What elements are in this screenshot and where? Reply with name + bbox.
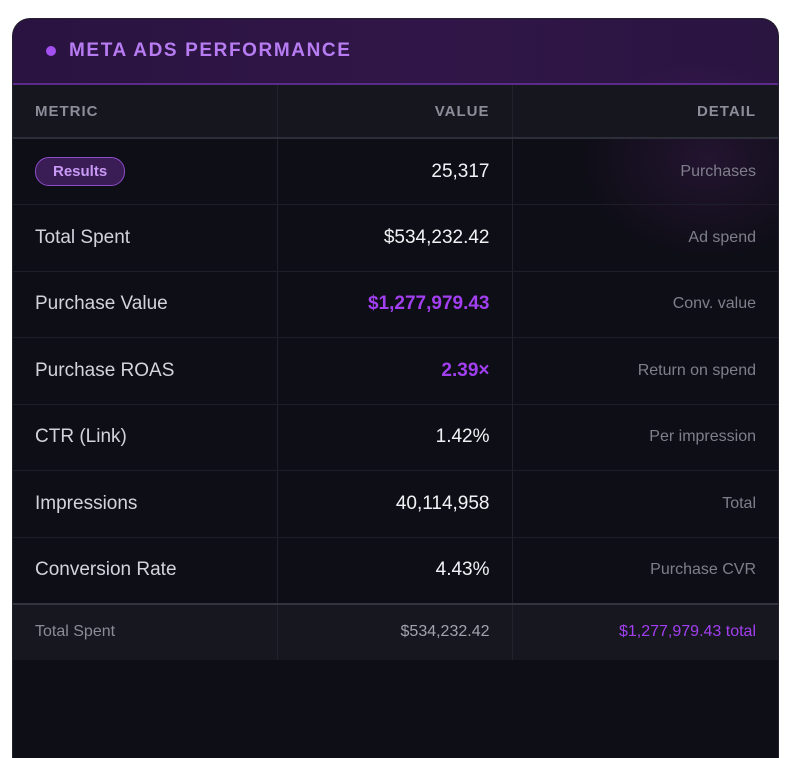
column-header-value: VALUE bbox=[277, 85, 513, 139]
detail-cell: Return on spend bbox=[512, 337, 778, 405]
table-row-impressions: Impressions 40,114,958 Total bbox=[13, 470, 778, 538]
panel-title: META ADS PERFORMANCE bbox=[69, 40, 352, 61]
detail-cell: Purchases bbox=[512, 138, 778, 205]
column-header-metric: METRIC bbox=[13, 85, 278, 139]
footer-detail-cell: $1,277,979.43 total bbox=[512, 602, 778, 660]
meta-ads-performance-panel: META ADS PERFORMANCE METRIC VALUE DETAIL… bbox=[12, 18, 779, 758]
table-row-results: Results 25,317 Purchases bbox=[13, 138, 778, 205]
status-dot-icon bbox=[46, 46, 56, 56]
value-cell: 4.43% bbox=[277, 537, 513, 604]
metric-cell: Impressions bbox=[13, 470, 278, 538]
table-row-conversion-rate: Conversion Rate 4.43% Purchase CVR bbox=[13, 537, 778, 604]
metrics-table: METRIC VALUE DETAIL Results 25,317 Purch… bbox=[13, 85, 778, 660]
table-row-total-spent: Total Spent $534,232.42 Ad spend bbox=[13, 204, 778, 272]
detail-cell: Purchase CVR bbox=[512, 537, 778, 604]
value-cell: $1,277,979.43 bbox=[277, 271, 513, 338]
column-header-detail: DETAIL bbox=[512, 85, 778, 139]
metric-cell: Purchase Value bbox=[13, 271, 278, 338]
footer-metric-cell: Total Spent bbox=[13, 602, 278, 660]
metric-cell: Purchase ROAS bbox=[13, 337, 278, 405]
value-cell: 2.39× bbox=[277, 337, 513, 405]
footer-value-cell: $534,232.42 bbox=[277, 602, 513, 660]
value-cell: 25,317 bbox=[277, 138, 513, 205]
table-header-row: METRIC VALUE DETAIL bbox=[13, 85, 778, 139]
metric-cell: Total Spent bbox=[13, 204, 278, 272]
value-cell: 40,114,958 bbox=[277, 470, 513, 538]
table-row-purchase-roas: Purchase ROAS 2.39× Return on spend bbox=[13, 337, 778, 405]
table-row-purchase-value: Purchase Value $1,277,979.43 Conv. value bbox=[13, 271, 778, 338]
detail-cell: Per impression bbox=[512, 404, 778, 471]
metric-cell: Conversion Rate bbox=[13, 537, 278, 604]
panel-header: META ADS PERFORMANCE bbox=[13, 19, 778, 85]
results-badge: Results bbox=[35, 157, 126, 186]
table-row-ctr-link: CTR (Link) 1.42% Per impression bbox=[13, 404, 778, 471]
detail-cell: Total bbox=[512, 470, 778, 538]
metric-cell: Results bbox=[13, 138, 278, 205]
detail-cell: Ad spend bbox=[512, 204, 778, 272]
detail-cell: Conv. value bbox=[512, 271, 778, 338]
value-cell: $534,232.42 bbox=[277, 204, 513, 272]
metric-cell: CTR (Link) bbox=[13, 404, 278, 471]
table-footer-row: Total Spent $534,232.42 $1,277,979.43 to… bbox=[13, 602, 778, 660]
value-cell: 1.42% bbox=[277, 404, 513, 471]
